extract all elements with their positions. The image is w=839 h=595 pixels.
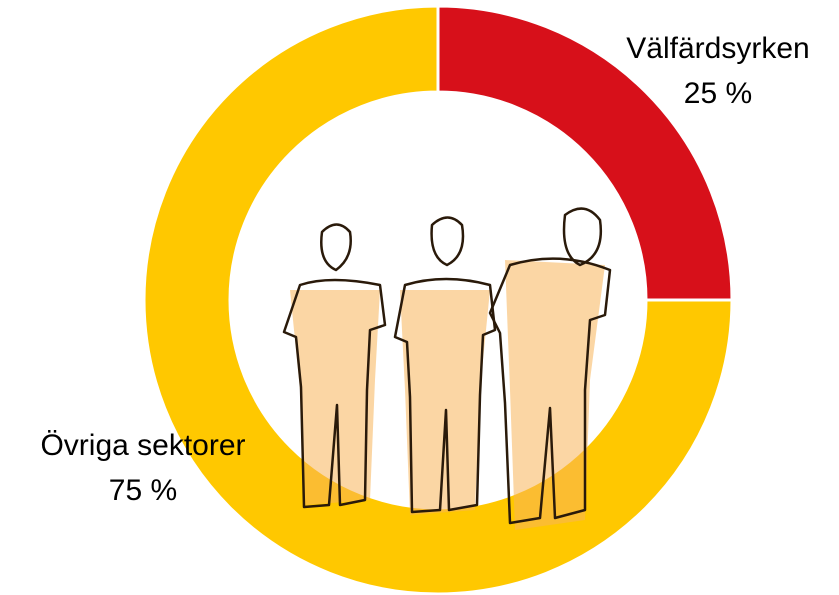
donut-segment [436, 4, 734, 302]
category-label: Välfärdsyrken [626, 32, 809, 65]
illustration [282, 207, 612, 530]
value-label: 25 % [684, 77, 752, 110]
value-label: 75 % [109, 474, 177, 507]
category-label: Övriga sektorer [40, 429, 245, 462]
